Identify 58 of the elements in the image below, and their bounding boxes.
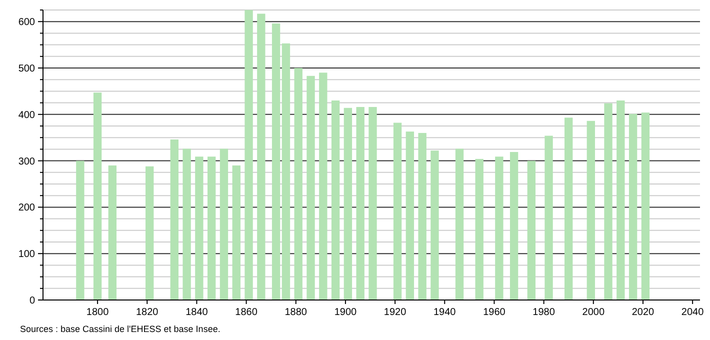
x-tick-label: 1940 xyxy=(434,307,456,318)
bar xyxy=(641,112,650,300)
bar xyxy=(418,132,426,300)
bar xyxy=(108,165,117,300)
bar xyxy=(244,10,253,300)
y-tick-label: 0 xyxy=(29,296,36,306)
bar xyxy=(527,160,536,300)
x-tick-label: 1920 xyxy=(384,307,407,318)
source-note: Sources : base Cassini de l'EHESS et base Insee. xyxy=(20,324,220,334)
bar xyxy=(294,68,302,300)
bar xyxy=(272,23,280,300)
bar xyxy=(319,72,328,300)
bar xyxy=(195,156,204,300)
bar xyxy=(93,92,102,300)
bar xyxy=(220,148,228,300)
bar xyxy=(356,106,364,300)
bar xyxy=(146,166,154,300)
bar xyxy=(406,132,414,300)
bar xyxy=(604,103,612,300)
bar xyxy=(282,43,290,300)
bar xyxy=(564,118,573,300)
x-tick-label: 1900 xyxy=(334,307,358,318)
bar xyxy=(170,139,178,300)
y-tick-label: 400 xyxy=(18,110,36,121)
y-tick-label: 200 xyxy=(18,202,36,214)
bar xyxy=(306,76,315,300)
x-tick-label: 1800 xyxy=(86,307,110,318)
x-tick-label: 1980 xyxy=(532,307,556,318)
bar xyxy=(344,108,352,300)
x-tick-label: 2020 xyxy=(632,307,655,318)
x-tick-label: 1840 xyxy=(186,307,208,318)
bar xyxy=(430,150,439,300)
bar xyxy=(257,14,266,300)
x-tick-label: 1880 xyxy=(284,307,308,318)
bar xyxy=(455,148,464,300)
bar xyxy=(475,158,484,300)
bar xyxy=(544,136,553,300)
x-tick-label: 2040 xyxy=(681,307,704,318)
y-tick-label: 600 xyxy=(18,17,36,28)
x-tick-label: 2000 xyxy=(582,307,605,318)
bar xyxy=(331,100,340,300)
bar xyxy=(586,120,596,300)
bar xyxy=(182,148,191,300)
bar xyxy=(208,156,216,300)
bar xyxy=(232,165,240,300)
bar xyxy=(495,156,504,300)
bar xyxy=(368,106,377,300)
x-tick-label: 1820 xyxy=(136,307,159,318)
x-tick-label: 1860 xyxy=(235,307,258,318)
bar xyxy=(616,100,625,300)
bar xyxy=(510,152,518,300)
y-tick-label: 300 xyxy=(18,156,36,168)
bar xyxy=(393,122,402,300)
bar xyxy=(628,114,638,300)
y-tick-label: 100 xyxy=(18,249,36,260)
x-tick-label: 1960 xyxy=(483,307,506,318)
bar xyxy=(76,160,84,300)
y-tick-label: 500 xyxy=(18,64,36,74)
